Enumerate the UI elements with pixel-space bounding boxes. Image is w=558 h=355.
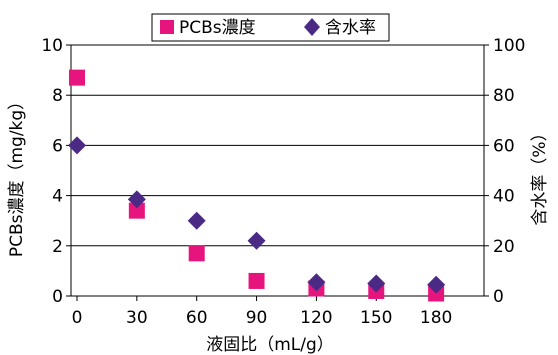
pcbs-point bbox=[248, 272, 265, 289]
legend-marker-moisture bbox=[304, 18, 320, 36]
y-tick-label: 4 bbox=[52, 187, 63, 207]
legend: PCBs濃度 含水率 bbox=[151, 13, 390, 42]
moisture-point bbox=[67, 136, 86, 155]
legend-label-moisture: 含水率 bbox=[325, 18, 376, 38]
x-axis-title: 液固比（mL/g） bbox=[206, 335, 334, 355]
y-axis-title: PCBs濃度（mg/kg） bbox=[7, 93, 27, 257]
y2-tick-label: 100 bbox=[493, 36, 525, 56]
pcbs-point bbox=[68, 69, 85, 86]
moisture-point bbox=[307, 273, 326, 292]
moisture-point bbox=[367, 274, 386, 293]
y-axis-ticks: 0 2 4 6 8 10 bbox=[41, 36, 71, 307]
moisture-point bbox=[187, 211, 206, 230]
x-tick-label: 60 bbox=[186, 308, 208, 328]
y2-tick-label: 20 bbox=[493, 237, 515, 257]
legend-box bbox=[151, 13, 390, 42]
y2-tick-label: 80 bbox=[493, 86, 515, 106]
y-tick-label: 0 bbox=[52, 287, 63, 307]
x-tick-label: 180 bbox=[420, 308, 452, 328]
x-tick-label: 0 bbox=[72, 308, 83, 328]
moisture-point bbox=[247, 231, 266, 250]
x-tick-label: 150 bbox=[360, 308, 392, 328]
pcbs-point bbox=[128, 202, 145, 219]
y2-axis-ticks: 0 20 40 60 80 100 bbox=[484, 36, 525, 307]
gridlines bbox=[71, 94, 484, 247]
y-tick-label: 6 bbox=[52, 136, 63, 156]
x-tick-label: 30 bbox=[126, 308, 148, 328]
y2-axis-title: 含水率（%） bbox=[530, 124, 550, 225]
y2-tick-label: 0 bbox=[493, 287, 504, 307]
y2-tick-label: 60 bbox=[493, 136, 515, 156]
plot-area-frame bbox=[70, 44, 485, 297]
x-tick-label: 90 bbox=[246, 308, 268, 328]
legend-marker-pcbs bbox=[160, 20, 174, 34]
x-axis-ticks: 0 30 60 90 120 150 180 bbox=[72, 296, 452, 328]
moisture-point bbox=[127, 190, 146, 209]
data-marks bbox=[67, 69, 446, 302]
y-tick-label: 10 bbox=[41, 36, 63, 56]
x-tick-label: 120 bbox=[300, 308, 332, 328]
y-tick-label: 2 bbox=[52, 237, 63, 257]
legend-label-pcbs: PCBs濃度 bbox=[179, 18, 256, 38]
pcbs-point bbox=[188, 245, 205, 262]
moisture-point bbox=[427, 275, 446, 294]
y-tick-label: 8 bbox=[52, 86, 63, 106]
y2-tick-label: 40 bbox=[493, 187, 515, 207]
